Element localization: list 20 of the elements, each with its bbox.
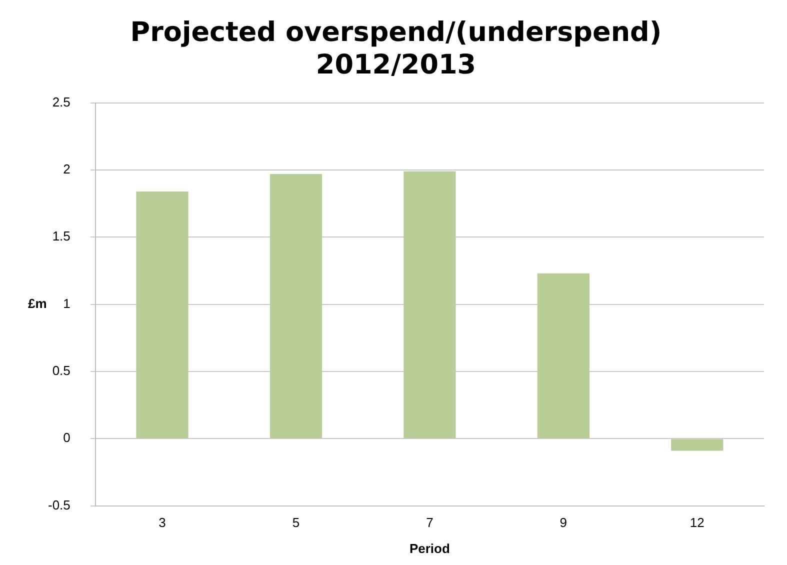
bar xyxy=(270,174,322,438)
x-tick-label: 12 xyxy=(690,515,704,530)
y-tick-label: -0.5 xyxy=(48,497,70,512)
bar xyxy=(404,171,456,438)
y-tick-label: 2 xyxy=(63,162,70,177)
y-tick-label: 1.5 xyxy=(52,228,70,244)
bar xyxy=(136,191,188,438)
chart-title: Projected overspend/(underspend) 2012/2013 xyxy=(130,17,662,81)
x-axis-title: Period xyxy=(409,540,450,556)
x-tick-label: 7 xyxy=(426,515,434,530)
y-axis-title: £m xyxy=(28,296,47,311)
y-tick-label: 0 xyxy=(63,430,70,446)
y-tick-label: 2.5 xyxy=(52,94,70,110)
x-tick-label: 3 xyxy=(158,515,166,530)
y-tick-label: 0.5 xyxy=(52,363,70,378)
bar xyxy=(537,273,590,438)
y-tick-label: 1 xyxy=(63,296,70,311)
x-tick-label: 5 xyxy=(292,515,300,530)
x-tick-label: 9 xyxy=(560,515,568,530)
bar xyxy=(671,439,724,451)
